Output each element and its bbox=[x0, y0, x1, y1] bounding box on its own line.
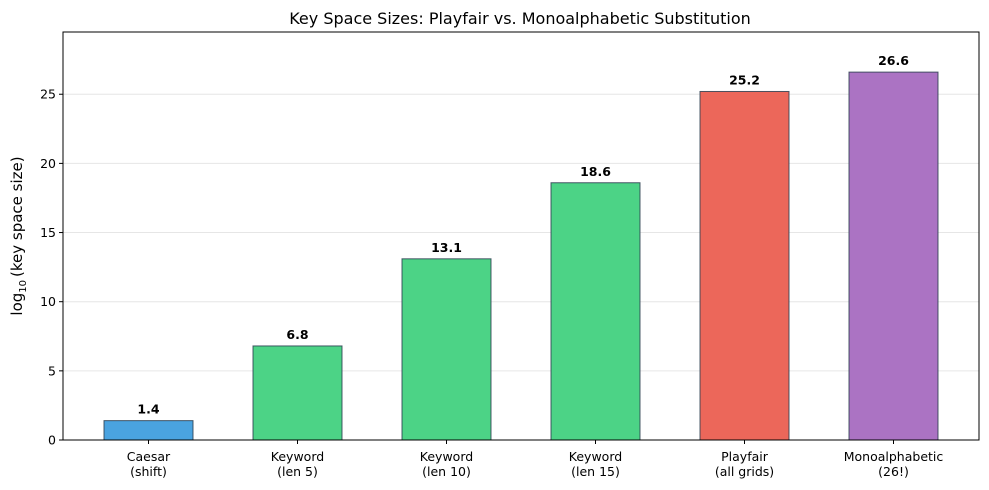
y-tick-label: 15 bbox=[40, 225, 56, 240]
x-axis: Caesar(shift)Keyword(len 5)Keyword(len 1… bbox=[127, 440, 944, 479]
y-tick-label: 25 bbox=[40, 87, 56, 102]
x-tick-label: Keyword bbox=[271, 449, 324, 464]
y-axis-title-main: log bbox=[8, 293, 26, 316]
bar bbox=[699, 90, 790, 441]
y-axis: 0 5 10 15 20 25 bbox=[40, 87, 63, 448]
grid-lines bbox=[63, 93, 979, 372]
y-tick-label: 5 bbox=[48, 363, 56, 378]
x-tick-label: Caesar bbox=[127, 449, 171, 464]
bar bbox=[103, 420, 194, 441]
bar-value-label: 1.4 bbox=[137, 402, 159, 417]
y-axis-title: log10 (key space size) bbox=[8, 156, 29, 315]
x-tick-label: (len 10) bbox=[422, 464, 471, 479]
x-tick-label: Monoalphabetic bbox=[844, 449, 944, 464]
bar bbox=[401, 258, 492, 441]
plot-frame bbox=[62, 31, 980, 441]
y-tick-label: 10 bbox=[40, 294, 56, 309]
x-tick-label: (shift) bbox=[130, 464, 167, 479]
x-tick-label: (len 5) bbox=[277, 464, 318, 479]
value-labels: 1.4 6.8 13.1 18.6 25.2 26.6 bbox=[137, 53, 909, 417]
x-tick-label: Keyword bbox=[420, 449, 473, 464]
x-tick-label: (all grids) bbox=[715, 464, 774, 479]
x-tick-label: (len 15) bbox=[571, 464, 620, 479]
bar bbox=[848, 71, 939, 441]
y-axis-title-rest: (key space size) bbox=[8, 156, 26, 277]
bar bbox=[252, 345, 343, 441]
y-axis-title-subscript: 10 bbox=[18, 280, 29, 293]
bar-value-label: 6.8 bbox=[286, 327, 308, 342]
x-tick-label: Playfair bbox=[721, 449, 769, 464]
y-tick-label: 20 bbox=[40, 156, 56, 171]
x-tick-label: (26!) bbox=[878, 464, 909, 479]
chart-title: Key Space Sizes: Playfair vs. Monoalphab… bbox=[289, 9, 751, 28]
y-tick-label: 0 bbox=[48, 433, 56, 448]
bars bbox=[103, 71, 939, 441]
x-tick-label: Keyword bbox=[569, 449, 622, 464]
bar-value-label: 18.6 bbox=[580, 164, 611, 179]
bar-value-label: 26.6 bbox=[878, 53, 909, 68]
bar-value-label: 25.2 bbox=[729, 72, 760, 87]
bar-value-label: 13.1 bbox=[431, 240, 462, 255]
bar bbox=[550, 182, 641, 441]
